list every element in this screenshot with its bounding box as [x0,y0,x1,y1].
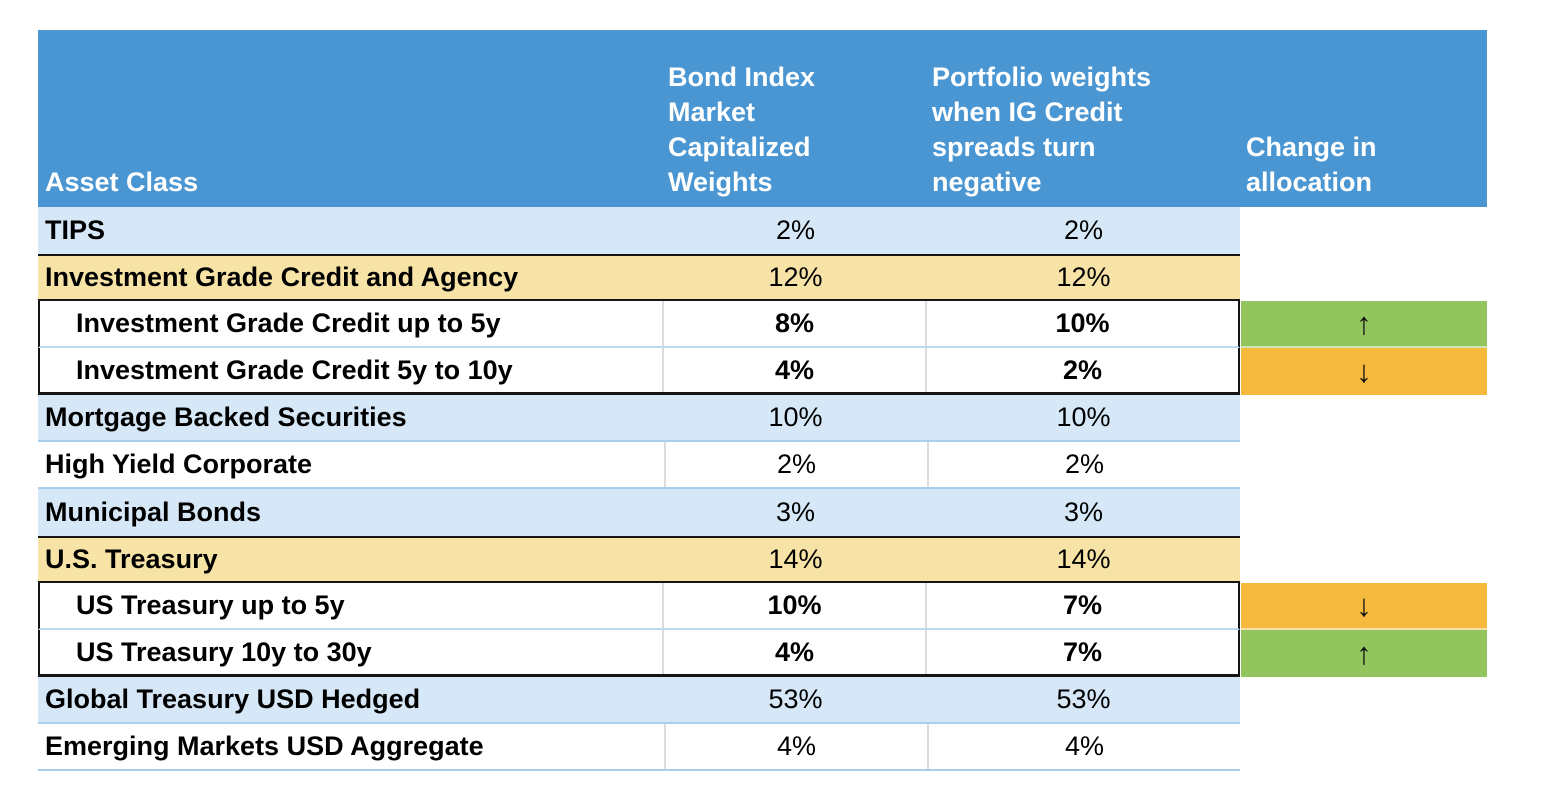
table-row-municipal-bonds: Municipal Bonds 3% 3% [38,489,1487,536]
row-label: US Treasury up to 5y [76,590,345,620]
index-weight-value: 2% [775,215,816,245]
portfolio-weight-value: 10% [1056,402,1111,432]
change-cell [1241,254,1487,301]
portfolio-weight-value: 7% [925,630,1238,674]
portfolio-weight-value: 3% [1063,497,1104,527]
row-label: High Yield Corporate [45,449,313,479]
asset-allocation-table: Asset Class Bond Index Market Capitalize… [38,30,1487,771]
index-weight-value: 3% [775,497,816,527]
row-label: US Treasury 10y to 30y [76,636,372,667]
change-cell [1241,489,1487,536]
column-header-asset-class: Asset Class [45,166,199,197]
change-cell [1241,536,1487,583]
portfolio-weight-value: 2% [927,442,1240,487]
table-row-us-treasury: U.S. Treasury 14% 14% [38,536,1487,583]
index-weight-value: 12% [768,262,823,292]
table-row-ig-credit-up-to-5y: Investment Grade Credit up to 5y 8% 10% … [38,301,1487,348]
row-label: Investment Grade Credit 5y to 10y [76,354,513,385]
row-label: Investment Grade Credit and Agency [45,262,519,292]
column-header-portfolio-weights: Portfolio weights when IG Credit spreads… [932,61,1151,197]
table-row-emerging-markets: Emerging Markets USD Aggregate 4% 4% [38,724,1487,771]
row-label: Global Treasury USD Hedged [45,684,421,714]
change-cell [1241,395,1487,442]
table-row-high-yield: High Yield Corporate 2% 2% [38,442,1487,489]
row-label: Emerging Markets USD Aggregate [45,731,484,761]
row-label: U.S. Treasury [45,544,218,574]
table-row-mbs: Mortgage Backed Securities 10% 10% [38,395,1487,442]
portfolio-weight-value: 2% [1063,215,1104,245]
table-row-us-treasury-up-to-5y: US Treasury up to 5y 10% 7% ↓ [38,583,1487,630]
change-cell [1241,724,1487,771]
change-cell [1241,677,1487,724]
table-row-tips: TIPS 2% 2% [38,207,1487,254]
column-header-bond-index-weights: Bond Index Market Capitalized Weights [668,61,815,197]
portfolio-weight-value: 7% [925,583,1238,628]
table-row-ig-credit-agency: Investment Grade Credit and Agency 12% 1… [38,254,1487,301]
index-weight-value: 10% [768,402,823,432]
table-row-ig-credit-5y-to-10y: Investment Grade Credit 5y to 10y 4% 2% … [38,348,1487,395]
change-cell [1241,442,1487,489]
column-header-change-allocation: Change in allocation [1246,131,1377,197]
row-label: Investment Grade Credit up to 5y [76,308,501,338]
index-weight-value: 53% [768,684,823,714]
row-label: TIPS [45,215,106,245]
down-arrow-icon: ↓ [1241,348,1487,395]
index-weight-value: 4% [664,724,927,769]
up-arrow-icon: ↑ [1241,630,1487,677]
index-weight-value: 10% [662,583,925,628]
portfolio-weight-value: 12% [1056,262,1111,292]
index-weight-value: 2% [664,442,927,487]
portfolio-weight-value: 10% [925,301,1238,346]
portfolio-weight-value: 2% [925,348,1238,392]
row-label: Municipal Bonds [45,497,261,527]
table-row-us-treasury-10y-to-30y: US Treasury 10y to 30y 4% 7% ↑ [38,630,1487,677]
index-weight-value: 14% [768,544,823,574]
portfolio-weight-value: 53% [1056,684,1111,714]
down-arrow-icon: ↓ [1241,583,1487,630]
portfolio-weight-value: 4% [927,724,1240,769]
index-weight-value: 8% [662,301,925,346]
portfolio-weight-value: 14% [1056,544,1111,574]
index-weight-value: 4% [662,348,925,392]
index-weight-value: 4% [662,630,925,674]
change-cell [1241,207,1487,254]
table-header-row: Asset Class Bond Index Market Capitalize… [38,30,1487,207]
table-row-global-treasury: Global Treasury USD Hedged 53% 53% [38,677,1487,724]
up-arrow-icon: ↑ [1241,301,1487,348]
row-label: Mortgage Backed Securities [45,402,407,432]
